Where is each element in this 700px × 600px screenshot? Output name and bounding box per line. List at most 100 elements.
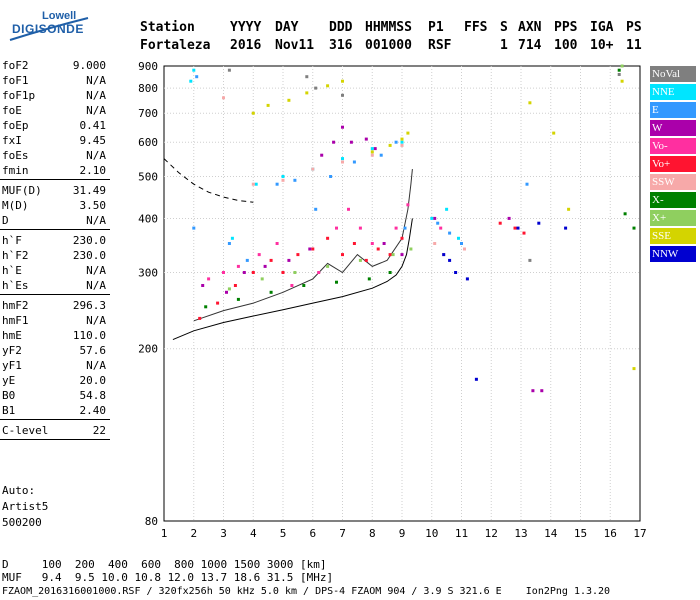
param-value: N/A [86, 314, 106, 327]
echo-point-sse [400, 137, 404, 141]
param-value: 20.0 [79, 374, 107, 387]
echo-point-e [403, 226, 407, 230]
echo-point-nne [281, 175, 285, 178]
model-curve-solid [172, 218, 413, 341]
echo-point-w [507, 216, 511, 220]
echo-point-w [382, 242, 386, 245]
echo-point-nne [192, 68, 196, 72]
x-tick-label: 13 [514, 527, 527, 540]
header-label-ps: PS [626, 20, 642, 35]
param-value: N/A [86, 104, 106, 117]
header-label-ddd: DDD [329, 20, 353, 35]
echo-point-ssw [222, 96, 225, 100]
header-value-iga: 10+ [590, 38, 614, 53]
echo-point-sse [251, 111, 255, 115]
param-label: MUF(D) [2, 184, 42, 197]
param-label: foEp [2, 119, 29, 132]
x-tick-label: 7 [339, 527, 346, 540]
param-row: hmE 110.0 [0, 328, 110, 343]
echo-point-e [329, 175, 333, 178]
model-curve-solid-dark [193, 169, 413, 322]
echo-point-e [448, 231, 452, 235]
legend-item: Vo- [650, 138, 696, 154]
echo-point-e [460, 242, 463, 245]
param-value: 9.000 [72, 59, 106, 72]
legend-item: X+ [650, 210, 696, 226]
echo-point-x [388, 271, 392, 274]
echo-point-x [632, 226, 636, 230]
y-tick-label: 500 [138, 170, 158, 183]
param-value: 31.49 [72, 184, 106, 197]
echo-point-e [293, 178, 297, 182]
echo-point-sse [552, 131, 556, 135]
param-label: h`F [2, 234, 22, 247]
echo-point-vo [498, 221, 502, 225]
header-label-iga: IGA [590, 20, 614, 35]
y-tick-label: 300 [138, 267, 158, 280]
echo-point-nne [370, 147, 374, 151]
echo-point-x [367, 277, 371, 281]
echo-point-nne [445, 207, 449, 211]
echo-point-w [540, 389, 544, 393]
param-value: 230.0 [72, 234, 106, 247]
param-row: hmF1 N/A [0, 313, 110, 328]
param-label: hmE [2, 329, 22, 342]
x-tick-label: 17 [633, 527, 646, 540]
echo-point-w [349, 140, 353, 144]
param-value: 57.6 [79, 344, 107, 357]
echo-point-w [433, 216, 437, 220]
echo-point-nne [341, 157, 344, 161]
echo-point-vo [370, 242, 374, 245]
header-value-ddd: 316 [329, 38, 353, 53]
param-row: foF1p N/A [0, 88, 110, 103]
echo-point-vo [326, 236, 330, 240]
echo-point-e [192, 226, 196, 230]
param-value: N/A [86, 74, 106, 87]
logo-text-lowell: Lowell [42, 10, 77, 22]
echo-point-nne [230, 236, 234, 240]
param-row: h`F 230.0 [0, 233, 110, 248]
echo-point-w [341, 125, 344, 129]
param-label: h`Es [2, 279, 29, 292]
echo-point-vo [522, 231, 526, 235]
header-label-pps: PPS [554, 20, 578, 35]
param-label: yE [2, 374, 16, 387]
param-label: fmin [2, 164, 29, 177]
echo-point-noval [341, 93, 344, 97]
param-label: M(D) [2, 199, 29, 212]
y-tick-label: 600 [138, 136, 158, 149]
param-label: hmF1 [2, 314, 29, 327]
echo-point-nnw [564, 226, 568, 230]
legend-item: NNW [650, 246, 696, 262]
header-value-hhmmss: 001000 [365, 38, 412, 53]
echo-point-nne [400, 140, 404, 144]
x-tick-label: 2 [190, 527, 197, 540]
param-row: fxI 9.45 [0, 133, 110, 148]
echo-point-nnw [474, 377, 478, 381]
echo-point-noval [528, 258, 532, 262]
param-value: 2.40 [79, 404, 107, 417]
echo-point-vo [335, 226, 338, 230]
param-label: foF1 [2, 74, 29, 87]
x-tick-label: 6 [309, 527, 316, 540]
legend-item: SSW [650, 174, 696, 190]
model-curves [163, 158, 413, 341]
echo-point-x [269, 290, 273, 294]
param-value: N/A [86, 214, 106, 227]
echo-point-sse [528, 101, 532, 105]
header-value-day: Nov11 [275, 38, 315, 53]
echo-point-ssw [433, 242, 437, 245]
echo-points [189, 64, 636, 393]
echo-point-nnw [454, 271, 458, 274]
logo-swoosh [9, 17, 89, 41]
echo-point-e [227, 242, 231, 245]
param-label: foF2 [2, 59, 29, 72]
y-tick-label: 400 [138, 212, 158, 225]
param-label: yF1 [2, 359, 22, 372]
param-label: foF1p [2, 89, 36, 102]
echo-point-w [201, 284, 205, 287]
echo-point-vo [216, 301, 220, 305]
header-value-s: 1 [500, 38, 508, 53]
param-row: foF1 N/A [0, 73, 110, 88]
param-label: hmF2 [2, 299, 29, 312]
